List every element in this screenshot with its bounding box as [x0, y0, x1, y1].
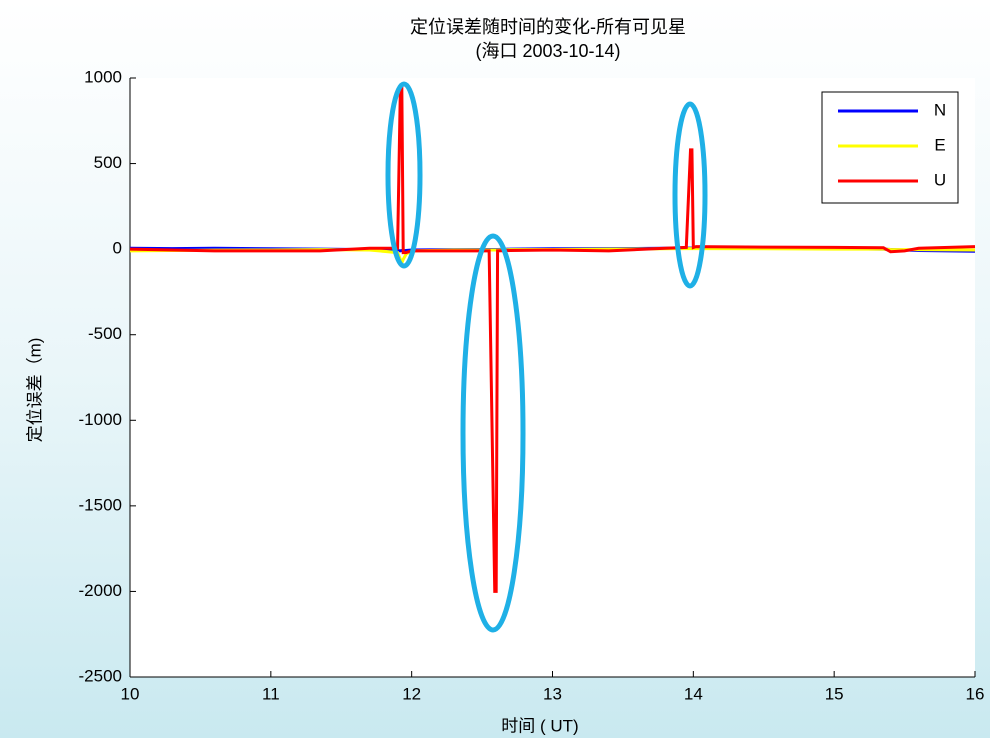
- x-tick-label: 13: [543, 684, 562, 703]
- annotations: [385, 81, 708, 633]
- y-axis-label: 定位误差（m): [25, 338, 44, 443]
- x-tick-label: 10: [121, 684, 140, 703]
- highlight-ellipse: [672, 101, 708, 289]
- y-tick-label: -2500: [79, 666, 122, 685]
- legend-label: E: [934, 135, 945, 154]
- chart-title: 定位误差随时间的变化-所有可见星: [410, 17, 686, 37]
- legend: NEU: [821, 91, 959, 204]
- y-tick-label: -500: [88, 324, 122, 343]
- y-tick-label: -1500: [79, 495, 122, 514]
- legend-label: U: [934, 170, 946, 189]
- highlight-ellipse: [385, 81, 423, 269]
- x-tick-label: 16: [966, 684, 985, 703]
- y-tick-label: 0: [113, 239, 122, 258]
- plot: [129, 77, 976, 678]
- y-tick-label: 500: [94, 153, 122, 172]
- x-tick-label: 11: [262, 684, 280, 703]
- x-tick-label: 14: [684, 684, 703, 703]
- series-line: [129, 85, 976, 593]
- y-tick-label: -2000: [79, 581, 122, 600]
- x-tick-label: 12: [402, 684, 421, 703]
- legend-label: N: [934, 100, 946, 119]
- x-axis-label: 时间 ( UT): [501, 716, 578, 735]
- y-tick-label: -1000: [79, 410, 122, 429]
- chart-subtitle: (海口 2003-10-14): [475, 41, 620, 61]
- y-tick-label: 1000: [84, 67, 122, 86]
- highlight-ellipse: [460, 233, 526, 633]
- x-tick-label: 15: [825, 684, 844, 703]
